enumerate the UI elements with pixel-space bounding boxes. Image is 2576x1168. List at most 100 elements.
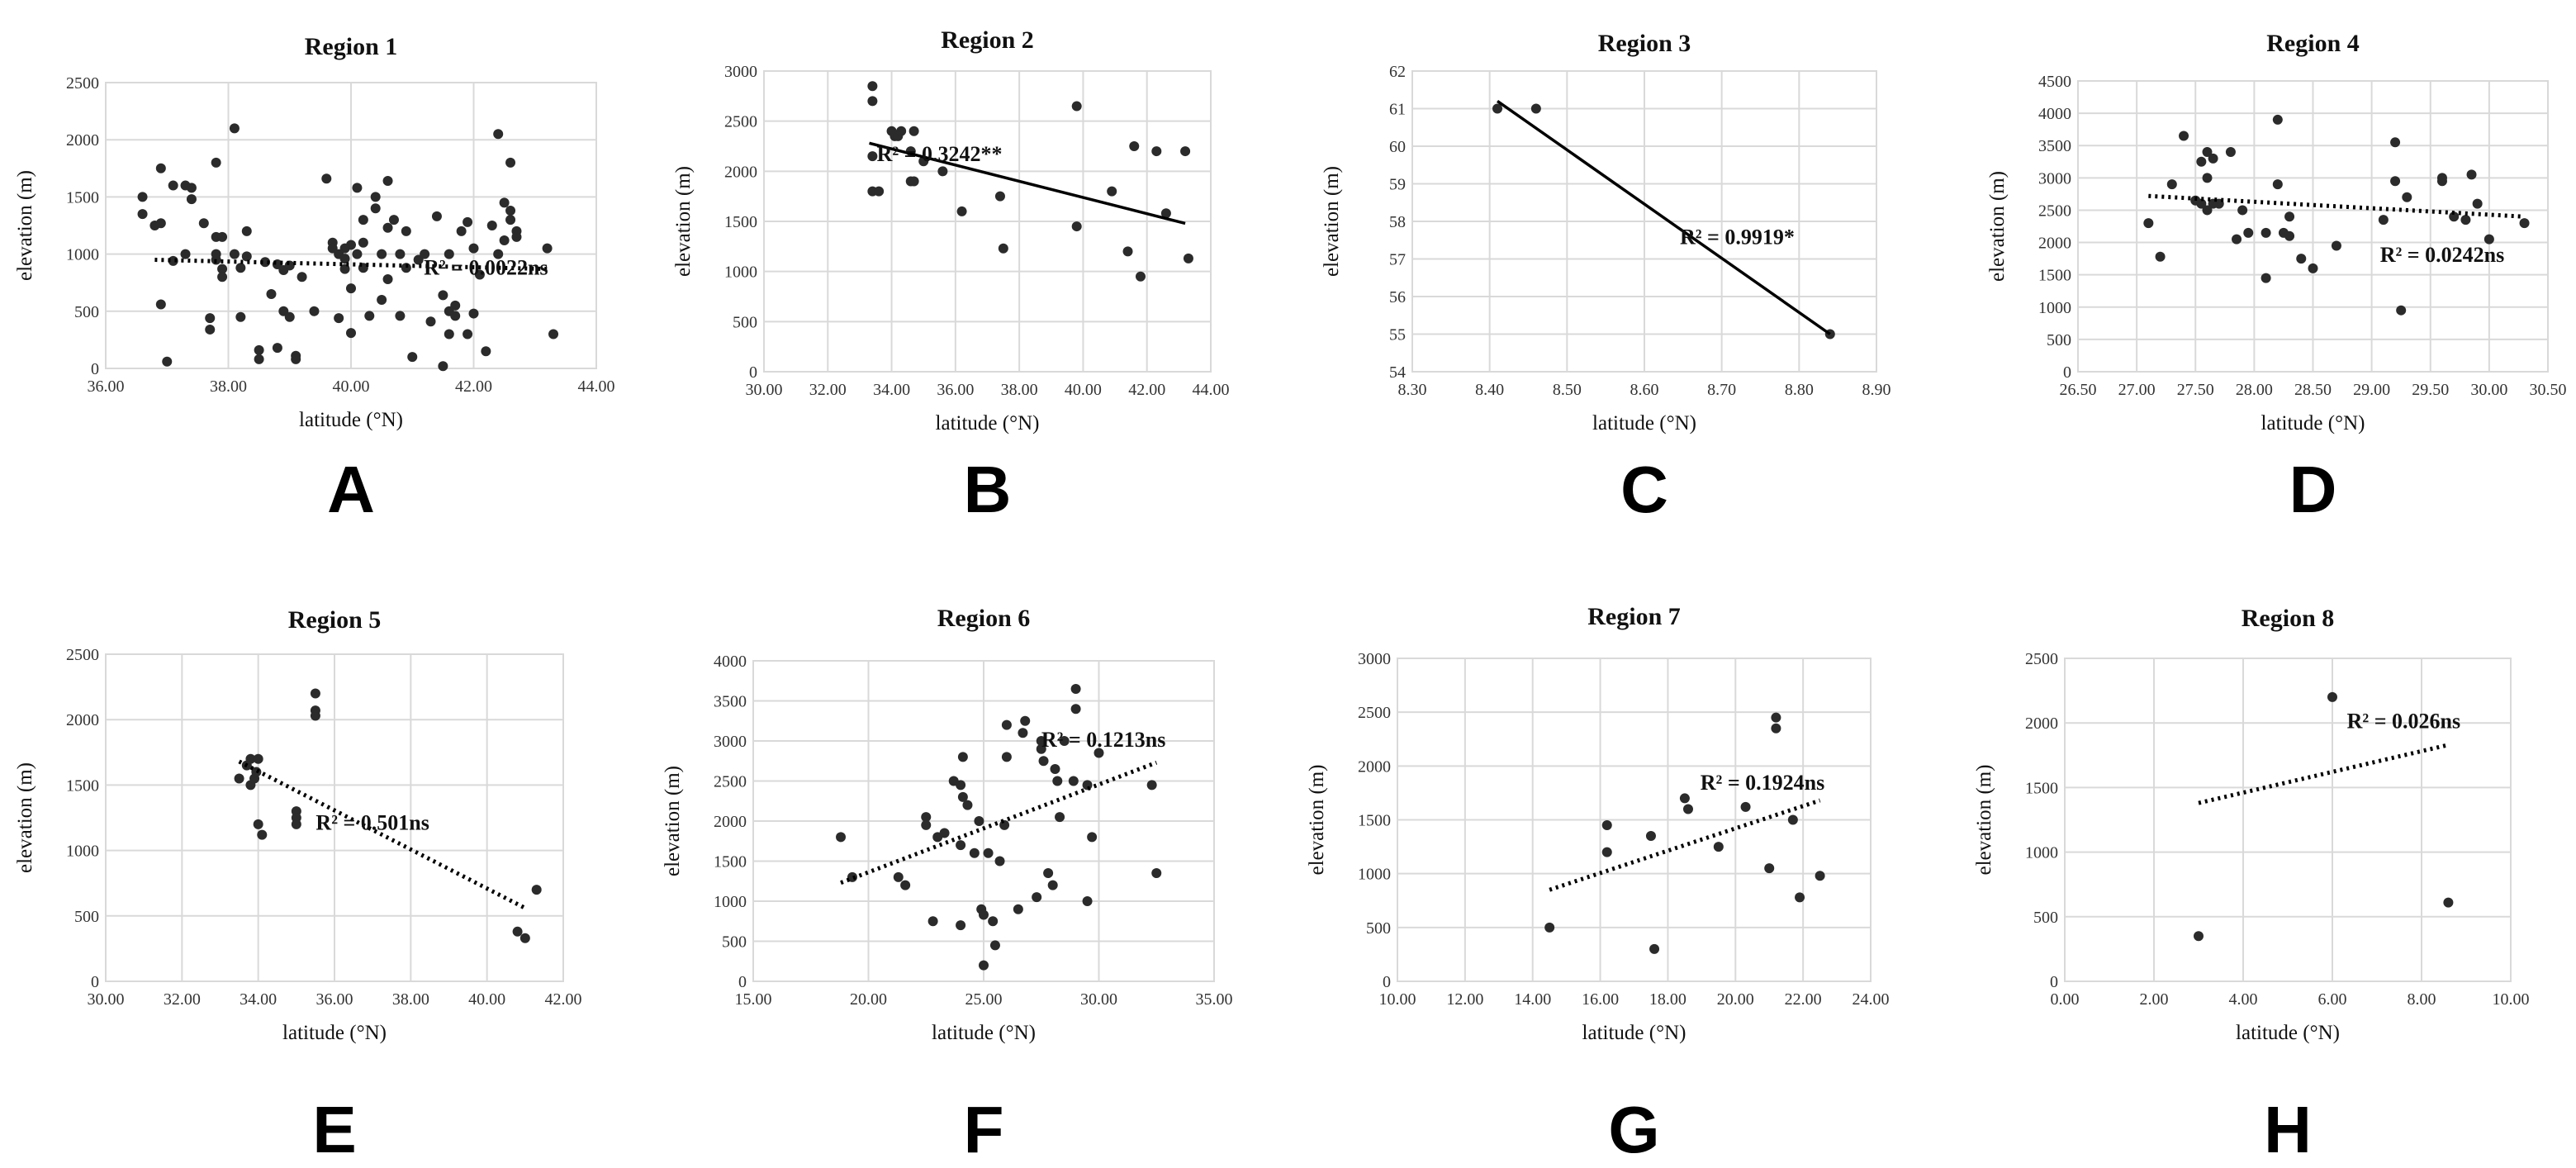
- y-tick-label: 500: [733, 313, 757, 331]
- x-tick-label: 42.00: [1128, 381, 1165, 399]
- data-point: [1530, 103, 1541, 114]
- data-point: [254, 354, 264, 364]
- x-tick-label: 22.00: [1785, 990, 1822, 1009]
- y-tick-label: 500: [74, 908, 99, 926]
- r-squared-label: R² = 0.9919*: [1680, 225, 1795, 249]
- y-tick-label: 2500: [1358, 704, 1391, 722]
- data-point: [2460, 215, 2471, 226]
- data-point: [1001, 752, 1012, 762]
- plot-frame: [2064, 658, 2512, 982]
- x-tick-label: 30.00: [1080, 990, 1117, 1009]
- data-point: [334, 313, 344, 324]
- data-point: [2202, 205, 2213, 216]
- y-tick-label: 1500: [66, 188, 99, 207]
- x-tick-label: 40.00: [333, 377, 370, 396]
- y-tick-label: 1500: [2025, 779, 2058, 797]
- data-point: [956, 780, 966, 791]
- data-point: [217, 272, 228, 283]
- y-tick-label: 1500: [1358, 812, 1391, 830]
- data-point: [531, 885, 542, 895]
- x-tick-label: 27.00: [2118, 381, 2156, 399]
- data-point: [198, 218, 209, 229]
- data-point: [463, 329, 473, 339]
- data-point: [211, 157, 221, 168]
- panel-letter: F: [964, 1093, 1004, 1166]
- data-point: [2396, 305, 2407, 316]
- trend-line: [238, 759, 526, 910]
- y-tick-label: 1000: [724, 264, 757, 282]
- chart-panel-g: 0 500 1000 1500 2000 2500 3000 10.00 12.00 14.00 1…: [1306, 603, 1890, 1166]
- data-point: [999, 819, 1010, 830]
- y-tick-label: 1000: [66, 843, 99, 861]
- x-tick-label: 2.00: [2140, 990, 2169, 1009]
- data-point: [388, 215, 399, 226]
- data-point: [2327, 691, 2337, 702]
- x-tick-label: 16.00: [1582, 990, 1619, 1009]
- x-tick-label: 36.00: [88, 377, 125, 396]
- y-tick-label: 3500: [2038, 137, 2071, 155]
- data-point: [310, 688, 320, 699]
- data-point: [1129, 141, 1140, 151]
- trend-line: [2198, 743, 2449, 805]
- x-tick-label: 35.00: [1196, 990, 1233, 1009]
- panel-letter: D: [2289, 453, 2337, 526]
- data-point: [254, 344, 264, 355]
- x-tick-label: 25.00: [965, 990, 1003, 1009]
- x-tick-label: 10.00: [1379, 990, 1416, 1009]
- data-point: [1183, 253, 1193, 264]
- data-point: [2308, 263, 2318, 273]
- data-point: [310, 710, 320, 721]
- plot-frame: [2077, 80, 2549, 373]
- data-point: [1649, 943, 1660, 954]
- x-tick-label: 28.50: [2294, 381, 2332, 399]
- data-point: [241, 226, 252, 236]
- chart-title: Region 4: [2266, 30, 2360, 57]
- data-point: [1020, 715, 1031, 726]
- data-point: [420, 249, 430, 259]
- data-point: [1135, 271, 1146, 282]
- data-point: [2261, 227, 2271, 238]
- trend-line: [1497, 99, 1831, 335]
- data-point: [377, 249, 387, 259]
- data-point: [137, 192, 148, 202]
- y-tick-label: 500: [2047, 331, 2071, 349]
- data-point: [1787, 814, 1798, 825]
- y-tick-label: 2000: [2038, 235, 2071, 253]
- x-tick-label: 29.50: [2412, 381, 2449, 399]
- y-tick-label: 3000: [1358, 650, 1391, 668]
- data-point: [2196, 198, 2207, 209]
- data-point: [957, 791, 968, 802]
- data-point: [1071, 221, 1082, 232]
- chart-panel-a: 0 500 1000 1500 2000 2500 36.00 38.00 40.00 42.00…: [14, 33, 615, 526]
- data-point: [867, 81, 878, 92]
- data-point: [297, 272, 307, 283]
- y-tick-label: 56: [1389, 288, 1406, 306]
- y-tick-label: 500: [74, 303, 99, 321]
- y-tick-label: 1000: [714, 893, 747, 911]
- x-tick-label: 29.00: [2353, 381, 2390, 399]
- chart-panel-b: 0 500 1000 1500 2000 2500 3000 30.00 32.00 34.00 3…: [672, 26, 1230, 526]
- y-tick-label: 0: [749, 363, 757, 382]
- y-tick-label: 0: [2063, 363, 2071, 382]
- data-point: [1146, 780, 1157, 791]
- data-point: [358, 237, 368, 248]
- data-point: [493, 249, 504, 259]
- data-point: [382, 222, 393, 233]
- x-tick-label: 8.40: [1475, 381, 1504, 399]
- data-point: [2225, 147, 2236, 158]
- data-point: [431, 211, 442, 221]
- x-tick-label: 18.00: [1649, 990, 1686, 1009]
- data-point: [456, 226, 467, 236]
- data-point: [155, 163, 166, 173]
- y-tick-label: 2500: [2038, 202, 2071, 220]
- data-point: [994, 191, 1005, 202]
- data-point: [382, 274, 393, 285]
- r-squared-label: R² = 0.1213ns: [1041, 728, 1165, 752]
- data-point: [450, 311, 461, 321]
- y-axis-label: elevation (m): [1306, 765, 1328, 876]
- y-tick-label: 0: [1383, 973, 1391, 991]
- data-point: [481, 346, 491, 357]
- y-tick-label: 0: [91, 973, 99, 991]
- data-point: [937, 166, 948, 177]
- y-tick-label: 2000: [66, 711, 99, 729]
